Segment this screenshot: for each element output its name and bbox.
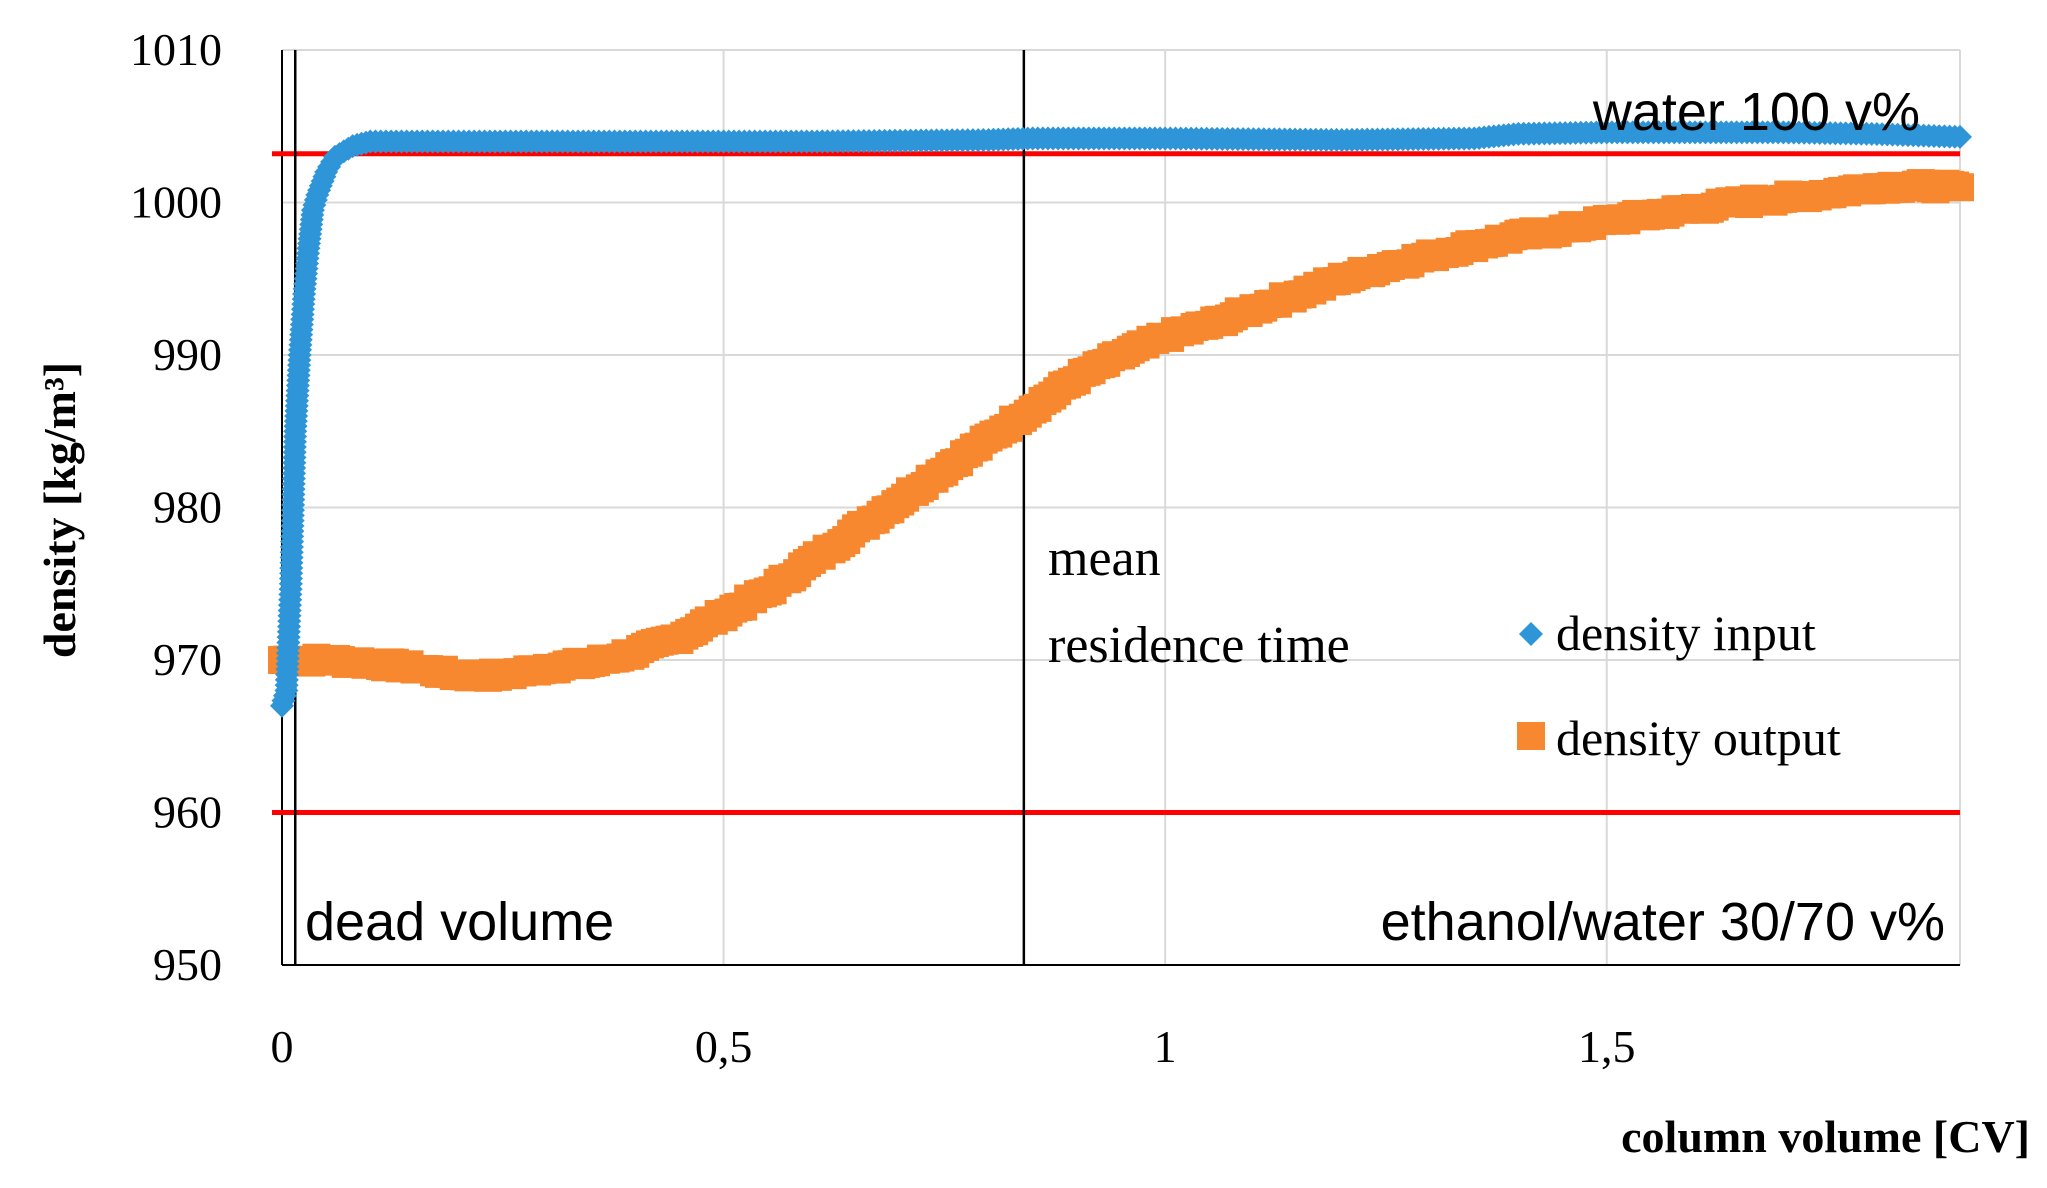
series-density-input [270,120,1972,718]
label-ethanol-water: ethanol/water 30/70 v% [1381,892,1945,952]
label-residence-time: residence time [1048,617,1350,674]
x-tick-label: 0 [271,1021,294,1072]
label-water-100: water 100 v% [1592,82,1920,142]
x-tick-label: 0,5 [695,1021,753,1072]
label-dead-volume: dead volume [305,892,614,952]
data-point-density-output [1946,173,1974,202]
y-tick-label: 990 [153,329,222,380]
gridlines [282,49,1961,965]
legend-label-density-output: density output [1556,710,1841,766]
y-tick-label: 960 [153,787,222,838]
y-tick-label: 950 [153,939,222,990]
legend-label-density-input: density input [1556,605,1816,661]
label-mean: mean [1048,530,1161,587]
y-tick-label: 980 [153,482,222,533]
x-tick-label: 1,5 [1578,1021,1636,1072]
y-tick-labels: 950 960 970 980 990 1000 1010 [130,24,222,990]
legend: density input density output [1517,605,1841,766]
y-tick-label: 1000 [130,177,222,228]
legend-marker-density-output [1517,722,1545,750]
y-tick-label: 1010 [130,24,222,75]
data-point-density-input [1948,124,1972,149]
y-tick-label: 970 [153,634,222,685]
y-axis-title: density [kg/m³] [34,362,85,658]
x-tick-label: 1 [1154,1021,1177,1072]
legend-marker-density-input [1519,622,1543,646]
x-axis-title: column volume [CV] [1621,1111,2030,1162]
x-tick-labels: 0 0,5 1 1,5 [271,1021,1636,1072]
